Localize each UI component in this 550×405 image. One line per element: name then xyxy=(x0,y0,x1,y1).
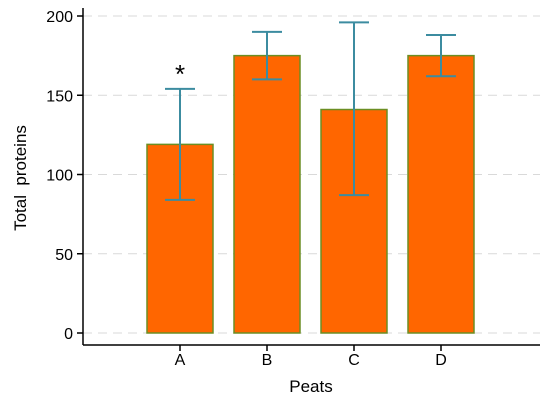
bar-C xyxy=(320,108,388,334)
x-tick-label-A: A xyxy=(175,352,186,369)
y-tick-label-0: 0 xyxy=(64,326,73,343)
y-tick-label-50: 50 xyxy=(55,247,73,264)
significance-asterisk-A: * xyxy=(175,59,185,89)
x-axis-title: Peats xyxy=(289,377,332,396)
bars xyxy=(146,54,475,334)
x-ticks: A B C D xyxy=(175,345,447,369)
y-tick-label-150: 150 xyxy=(46,88,73,105)
x-tick-label-C: C xyxy=(348,352,360,369)
bar-D xyxy=(407,54,475,334)
y-tick-label-200: 200 xyxy=(46,9,73,26)
y-ticks: 0 50 100 150 200 xyxy=(46,9,83,343)
x-tick-label-D: D xyxy=(435,352,447,369)
error-bars xyxy=(165,21,456,201)
x-tick-label-B: B xyxy=(262,352,273,369)
y-tick-label-100: 100 xyxy=(46,168,73,185)
axes xyxy=(82,8,540,346)
annotations: * xyxy=(175,59,185,89)
bar-B xyxy=(233,54,301,334)
y-axis-title: Total proteins xyxy=(11,125,30,231)
